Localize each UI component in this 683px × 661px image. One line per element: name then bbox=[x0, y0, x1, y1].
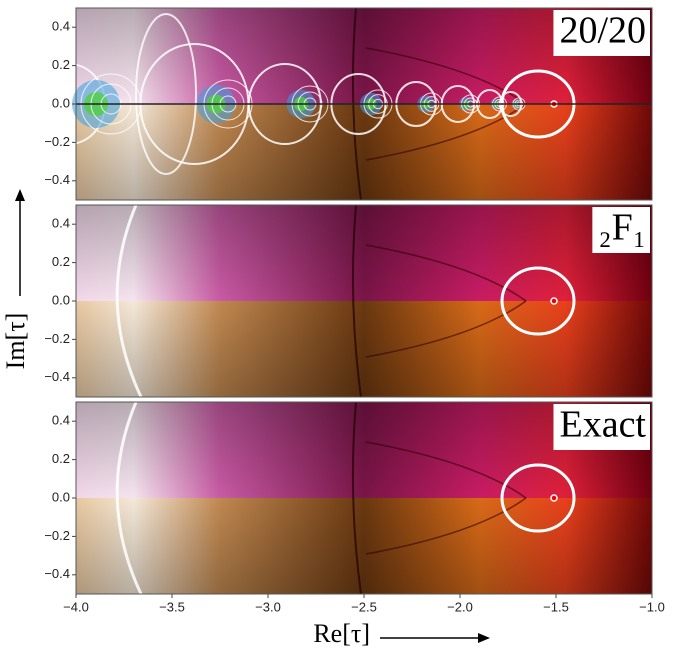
y-tick-label: 0.0 bbox=[52, 95, 70, 110]
dark-curve bbox=[351, 401, 362, 595]
x-tick-label: −3.0 bbox=[255, 599, 281, 614]
panel-image bbox=[76, 204, 652, 398]
x-tick-label: −3.5 bbox=[159, 599, 185, 614]
white-arc bbox=[115, 204, 143, 398]
shade bbox=[76, 104, 652, 200]
panel-title: 20/20 bbox=[559, 10, 646, 52]
y-tick-label: −0.2 bbox=[44, 134, 70, 149]
x-tick-label: −1.5 bbox=[543, 599, 569, 614]
y-tick-label: 0.0 bbox=[52, 292, 70, 307]
y-tick-label: 0.4 bbox=[52, 19, 70, 34]
panel-title: ₂F₁ bbox=[598, 207, 646, 249]
x-axis-label: Re[τ] bbox=[313, 619, 370, 648]
y-tick-label: 0.2 bbox=[52, 254, 70, 269]
title-box bbox=[553, 404, 650, 450]
shade bbox=[76, 498, 652, 594]
x-tick-label: −4.0 bbox=[63, 599, 89, 614]
x-arrow-head bbox=[478, 633, 490, 643]
y-axis-label: Im[τ] bbox=[1, 313, 30, 370]
white-arc bbox=[115, 401, 143, 595]
dark-curve bbox=[365, 244, 527, 302]
dark-curve bbox=[365, 47, 527, 105]
pole bbox=[550, 494, 558, 502]
dark-curve bbox=[365, 103, 527, 161]
y-tick-label: −0.4 bbox=[44, 369, 70, 384]
shade bbox=[76, 205, 652, 301]
title-box bbox=[553, 10, 650, 56]
y-tick-label: −0.2 bbox=[44, 331, 70, 346]
y-tick-label: 0.2 bbox=[52, 451, 70, 466]
dark-curve bbox=[351, 204, 362, 398]
y-tick-label: 0.4 bbox=[52, 413, 70, 428]
y-tick-label: 0.4 bbox=[52, 216, 70, 231]
y-tick-label: −0.4 bbox=[44, 172, 70, 187]
y-tick-label: 0.2 bbox=[52, 57, 70, 72]
y-tick-label: −0.4 bbox=[44, 566, 70, 581]
white-loop bbox=[500, 266, 576, 336]
x-tick-label: −1.0 bbox=[639, 599, 665, 614]
white-loop bbox=[500, 463, 576, 533]
white-loop bbox=[135, 13, 197, 175]
dark-curve bbox=[365, 441, 527, 499]
panel-image bbox=[76, 401, 652, 595]
y-tick-label: 0.0 bbox=[52, 489, 70, 504]
x-tick-label: −2.0 bbox=[447, 599, 473, 614]
panel-title: Exact bbox=[559, 404, 646, 446]
shade bbox=[76, 301, 652, 397]
title-box bbox=[592, 207, 650, 253]
pole bbox=[550, 297, 558, 305]
y-tick-label: −0.2 bbox=[44, 528, 70, 543]
x-tick-label: −2.5 bbox=[351, 599, 377, 614]
y-arrow-head bbox=[15, 189, 25, 201]
dark-curve bbox=[365, 497, 527, 555]
dark-curve bbox=[365, 300, 527, 358]
